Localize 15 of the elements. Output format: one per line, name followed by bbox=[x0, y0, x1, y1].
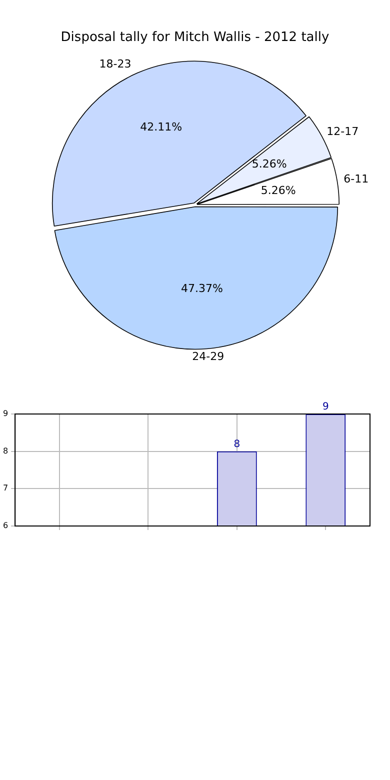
data-label: 5.26% bbox=[252, 157, 287, 170]
chart-title: Disposal tally for Mitch Wallis - 2012 tally bbox=[60, 30, 330, 46]
slice-label: 24-29 bbox=[192, 350, 224, 363]
y-tick-label: 8 bbox=[2, 446, 8, 456]
y-tick-label: 9 bbox=[2, 409, 8, 418]
y-tick-label: 7 bbox=[2, 484, 8, 493]
data-label: 5.26% bbox=[260, 184, 296, 197]
data-label: 9 bbox=[322, 402, 329, 413]
data-label: 42.11% bbox=[140, 120, 182, 134]
slice-label: 6-11 bbox=[344, 172, 369, 186]
slice-label: 18-23 bbox=[99, 58, 132, 71]
y-tick-label: 6 bbox=[2, 521, 8, 530]
slice-label: 12-17 bbox=[326, 124, 359, 138]
data-label: 47.37% bbox=[180, 282, 223, 295]
data-label: 8 bbox=[234, 438, 240, 450]
